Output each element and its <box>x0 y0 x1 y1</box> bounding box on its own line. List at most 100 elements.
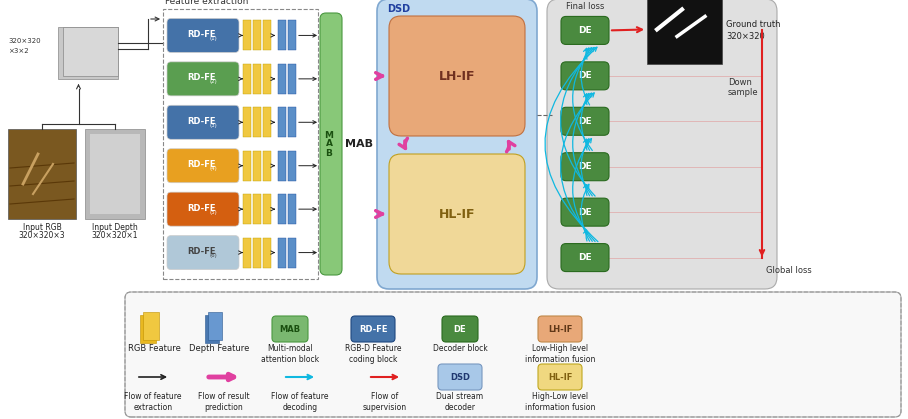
Text: (2): (2) <box>209 79 217 84</box>
Text: Input Depth: Input Depth <box>92 223 138 232</box>
FancyBboxPatch shape <box>547 0 777 289</box>
Bar <box>278 238 286 268</box>
FancyBboxPatch shape <box>320 13 342 275</box>
FancyBboxPatch shape <box>442 316 478 342</box>
Bar <box>90 134 140 214</box>
FancyBboxPatch shape <box>538 316 582 342</box>
FancyArrowPatch shape <box>573 48 592 150</box>
Text: Flow of result
prediction: Flow of result prediction <box>198 392 250 412</box>
Text: Feature extraction: Feature extraction <box>165 0 249 6</box>
Bar <box>647 0 722 65</box>
FancyBboxPatch shape <box>561 243 609 272</box>
Bar <box>253 151 261 181</box>
Bar <box>278 107 286 137</box>
Bar <box>288 238 296 268</box>
Text: 320×320: 320×320 <box>726 32 765 41</box>
Bar <box>8 129 76 219</box>
Text: Global loss: Global loss <box>766 266 812 274</box>
FancyBboxPatch shape <box>389 154 525 274</box>
Text: 320×320×3: 320×320×3 <box>19 231 65 240</box>
Text: DE: DE <box>578 253 592 262</box>
Text: LH-IF: LH-IF <box>439 70 475 83</box>
Text: Depth Feature: Depth Feature <box>189 344 249 353</box>
Text: (4): (4) <box>209 166 217 171</box>
FancyBboxPatch shape <box>167 105 239 139</box>
Text: RD-FE: RD-FE <box>187 204 215 213</box>
Text: DE: DE <box>578 71 592 80</box>
Text: Down: Down <box>728 78 752 87</box>
Bar <box>143 312 159 340</box>
Bar <box>253 238 261 268</box>
FancyBboxPatch shape <box>561 107 609 135</box>
Text: (6): (6) <box>209 253 217 258</box>
FancyArrowPatch shape <box>560 93 595 241</box>
Bar <box>278 194 286 224</box>
FancyBboxPatch shape <box>167 192 239 226</box>
Text: (5): (5) <box>209 210 217 215</box>
Bar <box>263 64 271 94</box>
Text: High-Low level
information fusion: High-Low level information fusion <box>525 392 595 412</box>
FancyBboxPatch shape <box>561 16 609 44</box>
Text: Flow of
supervision: Flow of supervision <box>363 392 407 412</box>
FancyArrowPatch shape <box>581 93 589 150</box>
Text: RD-FE: RD-FE <box>187 247 215 256</box>
Text: RD-FE: RD-FE <box>187 160 215 169</box>
Bar <box>205 315 219 343</box>
Text: HL-IF: HL-IF <box>548 372 572 382</box>
Text: DSD: DSD <box>450 372 470 382</box>
Bar <box>243 107 251 137</box>
Text: Ground truth: Ground truth <box>726 20 781 29</box>
FancyArrowPatch shape <box>584 139 587 150</box>
Bar <box>63 27 118 76</box>
Bar <box>243 238 251 268</box>
Text: Decoder block: Decoder block <box>432 344 488 353</box>
Bar <box>140 315 156 343</box>
FancyArrowPatch shape <box>573 93 592 196</box>
Text: DE: DE <box>454 324 467 334</box>
Bar <box>263 107 271 137</box>
FancyArrowPatch shape <box>584 230 587 241</box>
Text: Final loss: Final loss <box>566 3 604 11</box>
Bar <box>85 129 145 219</box>
Text: Flow of feature
extraction: Flow of feature extraction <box>124 392 182 412</box>
Bar <box>253 107 261 137</box>
Bar <box>288 107 296 137</box>
FancyArrowPatch shape <box>545 47 598 242</box>
Bar <box>253 194 261 224</box>
FancyBboxPatch shape <box>561 153 609 181</box>
Bar <box>288 21 296 50</box>
FancyBboxPatch shape <box>167 62 239 96</box>
Text: ×3×2: ×3×2 <box>8 48 29 54</box>
FancyArrowPatch shape <box>560 47 595 196</box>
Bar <box>263 238 271 268</box>
FancyBboxPatch shape <box>167 18 239 52</box>
Bar <box>263 194 271 224</box>
Bar <box>253 21 261 50</box>
FancyBboxPatch shape <box>125 292 901 417</box>
Text: RGB Feature: RGB Feature <box>127 344 181 353</box>
Text: DE: DE <box>578 26 592 35</box>
FancyArrowPatch shape <box>584 48 587 59</box>
FancyBboxPatch shape <box>561 62 609 90</box>
Text: LH-IF: LH-IF <box>548 324 572 334</box>
Bar <box>278 151 286 181</box>
Bar <box>243 64 251 94</box>
Text: MAB: MAB <box>280 324 301 334</box>
Bar <box>288 194 296 224</box>
FancyBboxPatch shape <box>167 235 239 269</box>
Text: Flow of feature
decoding: Flow of feature decoding <box>271 392 329 412</box>
Text: M
A
B: M A B <box>324 130 333 158</box>
Bar <box>58 27 118 79</box>
Text: DE: DE <box>578 117 592 126</box>
FancyArrowPatch shape <box>581 139 589 196</box>
Bar <box>243 151 251 181</box>
FancyBboxPatch shape <box>272 316 308 342</box>
Text: Multi-modal
attention block: Multi-modal attention block <box>261 344 319 364</box>
Text: Dual stream
decoder: Dual stream decoder <box>437 392 484 412</box>
FancyArrowPatch shape <box>581 48 589 105</box>
Text: RD-FE: RD-FE <box>187 117 215 126</box>
Bar <box>288 151 296 181</box>
FancyArrowPatch shape <box>584 185 587 196</box>
Text: (3): (3) <box>209 123 217 128</box>
Text: 320×320×1: 320×320×1 <box>92 231 138 240</box>
